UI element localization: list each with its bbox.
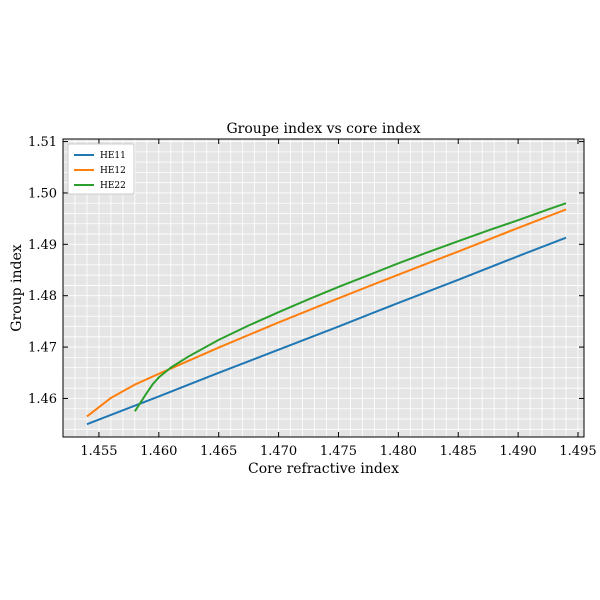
x-tick-label: 1.465: [200, 444, 237, 459]
legend-label-he22: HE22: [100, 181, 126, 191]
x-tick-label: 1.485: [440, 444, 477, 459]
x-tick-label: 1.460: [140, 444, 177, 459]
series-lines: [86, 202, 567, 426]
x-tick-label: 1.480: [380, 444, 417, 459]
axis-ticks: [63, 139, 584, 437]
y-tick-label: 1.49: [28, 238, 57, 253]
y-axis-label: Group index: [9, 244, 25, 331]
legend-label-he11: HE11: [100, 151, 126, 161]
series-line-he11: [86, 236, 567, 426]
legend-label-he12: HE12: [100, 166, 126, 176]
x-tick-label: 1.470: [260, 444, 297, 459]
y-tick-label: 1.48: [28, 289, 57, 304]
chart-title: Groupe index vs core index: [227, 121, 421, 137]
x-tick-label: 1.455: [80, 444, 117, 459]
legend-box: [67, 143, 135, 195]
x-axis-label: Core refractive index: [248, 461, 399, 477]
x-tick-labels: 1.455 1.460 1.465 1.470 1.475 1.480 1.485 1.490…: [80, 444, 596, 459]
y-tick-label: 1.46: [28, 392, 57, 407]
x-tick-label: 1.490: [500, 444, 537, 459]
legend: HE11 HE12 HE22: [67, 143, 135, 195]
y-tick-label: 1.47: [28, 341, 57, 356]
y-tick-labels: 1.46 1.47 1.48 1.49 1.50 1.51: [28, 135, 57, 407]
x-tick-label: 1.475: [320, 444, 357, 459]
y-tick-label: 1.50: [28, 186, 57, 201]
series-line-he12: [86, 208, 567, 418]
y-tick-label: 1.51: [28, 135, 57, 150]
x-tick-label: 1.495: [559, 444, 596, 459]
series-line-he22: [134, 202, 567, 412]
plot-frame: [62, 138, 585, 438]
